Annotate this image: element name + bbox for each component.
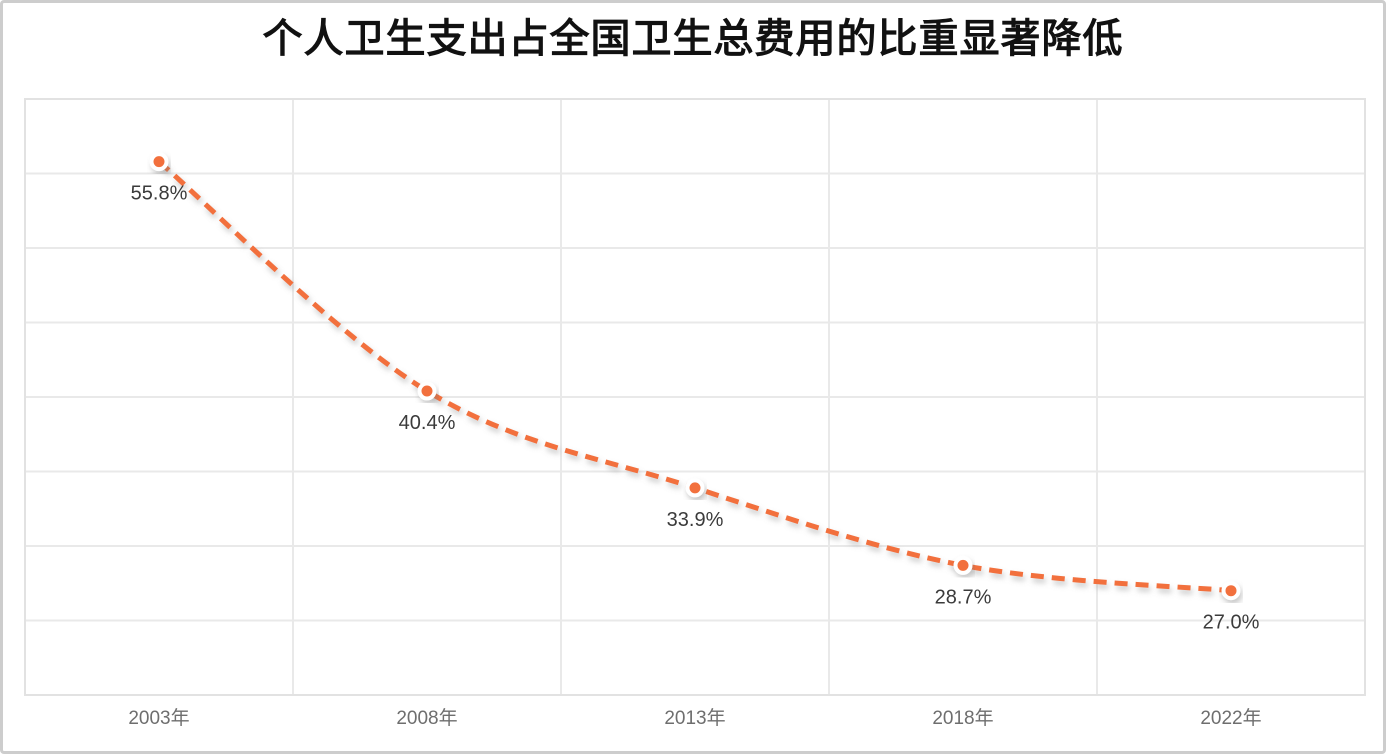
x-axis-label: 2003年 [128,707,189,729]
line-chart-plot: 55.8% 40.4% 33.9% 28.7% 27.0% 2003年 2008年 2013年… [24,98,1366,729]
data-point-marker [149,152,169,172]
series-layer [149,152,1241,601]
data-point-label: 28.7% [935,586,992,608]
x-axis-label: 2022年 [1200,707,1261,729]
data-point-marker [685,478,705,498]
x-axis-label: 2013年 [664,707,725,729]
data-point-label: 55.8% [131,183,188,205]
data-point-label: 27.0% [1203,612,1260,634]
x-axis-label: 2008年 [396,707,457,729]
data-point-marker [953,555,973,575]
plot-border [24,98,1366,696]
chart-title: 个人卫生支出占全国卫生总费用的比重显著降低 [262,17,1124,61]
label-layer: 55.8% 40.4% 33.9% 28.7% 27.0% 2003年 2008年 2013年… [128,183,1261,729]
grid-layer [24,98,1366,696]
x-axis-label: 2018年 [932,707,993,729]
data-point-marker [1221,581,1241,601]
data-point-marker [417,381,437,401]
data-point-label: 40.4% [399,412,456,434]
data-point-label: 33.9% [667,509,724,531]
